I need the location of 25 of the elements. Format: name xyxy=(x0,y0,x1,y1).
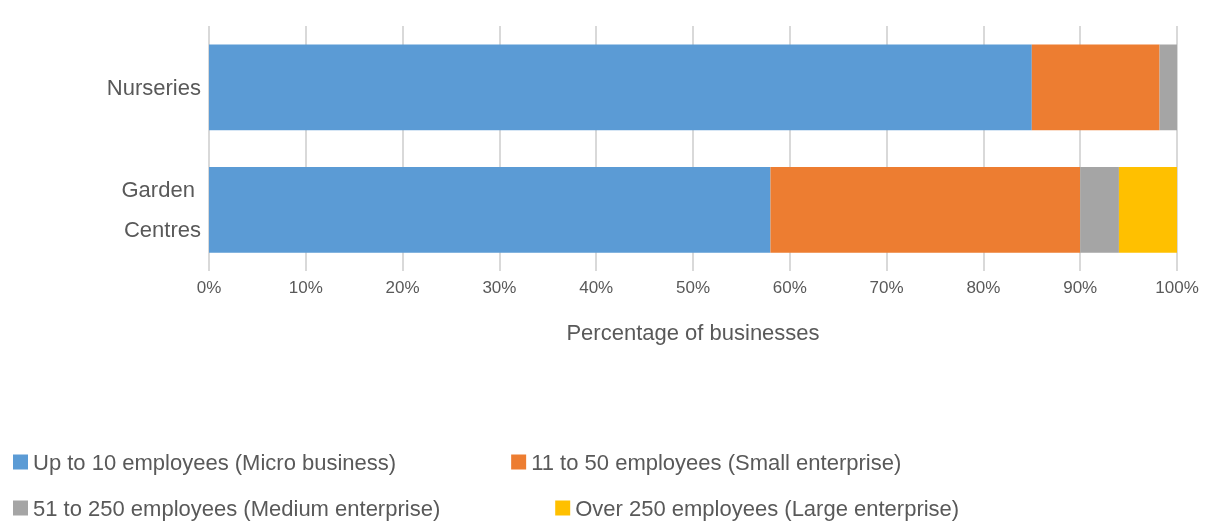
x-axis-title: Percentage of businesses xyxy=(566,319,820,345)
bar xyxy=(1031,44,1160,131)
legend-label: Up to 10 employees (Micro business) xyxy=(33,449,397,475)
x-tick-label: 40% xyxy=(579,278,614,297)
bar xyxy=(1159,44,1177,131)
x-tick-label: 100% xyxy=(1155,278,1199,297)
bar xyxy=(1118,166,1177,253)
x-tick-label: 70% xyxy=(869,278,904,297)
bar xyxy=(770,166,1081,253)
x-tick-label: 30% xyxy=(482,278,517,297)
legend-label: 11 to 50 employees (Small enterprise) xyxy=(531,449,902,475)
bar xyxy=(209,44,1032,131)
x-tick-label: 90% xyxy=(1063,278,1098,297)
y-tick-label: Nurseries xyxy=(106,74,201,100)
x-tick-label: 80% xyxy=(966,278,1001,297)
x-tick-label: 10% xyxy=(288,278,323,297)
bar xyxy=(1080,166,1119,253)
x-tick-label: 60% xyxy=(772,278,807,297)
legend-label: Over 250 employees (Large enterprise) xyxy=(575,495,960,521)
x-tick-label: 50% xyxy=(675,278,711,297)
bar xyxy=(209,166,771,253)
x-tick-label: 20% xyxy=(385,278,420,297)
y-tick-label: Garden Centres xyxy=(121,177,201,243)
legend-label: 51 to 250 employees (Medium enterprise) xyxy=(33,495,441,521)
x-tick-label: 0% xyxy=(196,278,222,297)
